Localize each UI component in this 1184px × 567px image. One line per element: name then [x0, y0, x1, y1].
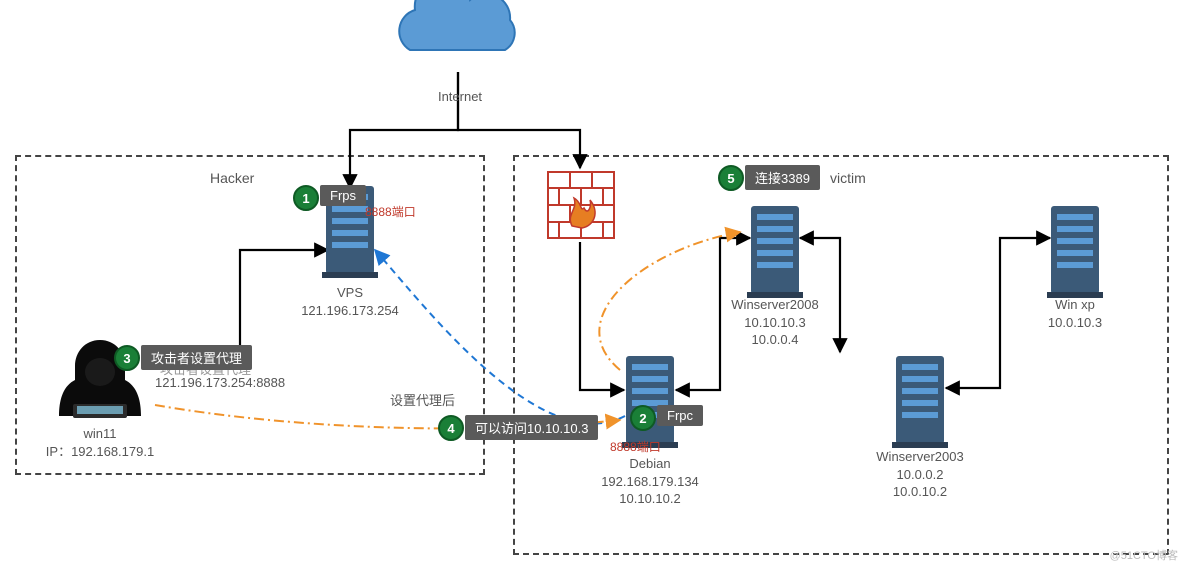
- ws2003-name: Winserver2003: [876, 449, 963, 464]
- diagram-canvas: Hacker victim: [0, 0, 1184, 567]
- step3-badge: 3: [114, 345, 140, 371]
- win11-name: win11: [83, 426, 116, 441]
- ws2003-ip1: 10.0.0.2: [897, 467, 944, 482]
- debian-ip2: 10.10.10.2: [619, 491, 680, 506]
- vps-name: VPS: [337, 285, 363, 300]
- port-debian: 8888端口: [610, 438, 661, 455]
- server-ws2008-icon: [747, 206, 803, 298]
- step4-badge: 4: [438, 415, 464, 441]
- vps-label: VPS 121.196.173.254: [270, 284, 430, 319]
- ws2008-ip1: 10.10.10.3: [744, 315, 805, 330]
- ws2008-ip2: 10.0.0.4: [752, 332, 799, 347]
- port-vps: 8888端口: [365, 203, 416, 220]
- debian-ip1: 192.168.179.134: [601, 474, 699, 489]
- step5-badge: 5: [718, 165, 744, 191]
- after-proxy-label: 设置代理后: [390, 390, 455, 409]
- vps-ip1: 121.196.173.254: [301, 303, 399, 318]
- cloud-label: Internet: [380, 88, 540, 106]
- debian-name: Debian: [629, 456, 670, 471]
- step4-text: 可以访问10.10.10.3: [465, 415, 598, 440]
- win11-label: win11 IP：192.168.179.1: [20, 425, 180, 460]
- step2-text: Frpc: [657, 405, 703, 426]
- debian-label: Debian 192.168.179.134 10.10.10.2: [570, 455, 730, 508]
- step3-text: 攻击者设置代理: [141, 345, 252, 370]
- server-winxp-icon: [1047, 206, 1103, 298]
- step1-text: Frps: [320, 185, 366, 206]
- cloud-label-text: Internet: [438, 89, 482, 104]
- step1-badge: 1: [293, 185, 319, 211]
- firewall-icon: [548, 172, 614, 238]
- server-ws2003-icon: [892, 356, 948, 448]
- server-debian-icon: [622, 356, 678, 448]
- winxp-ip1: 10.0.10.3: [1048, 315, 1102, 330]
- watermark: @51CTO博客: [1110, 547, 1178, 563]
- ws2003-ip2: 10.0.10.2: [893, 484, 947, 499]
- win11-ip1: IP：192.168.179.1: [46, 444, 154, 459]
- winxp-label: Win xp 10.0.10.3: [995, 296, 1155, 331]
- step5-text: 连接3389: [745, 165, 820, 190]
- winxp-name: Win xp: [1055, 297, 1095, 312]
- ws2003-label: Winserver2003 10.0.0.2 10.0.10.2: [840, 448, 1000, 501]
- cloud-icon: [399, 0, 514, 50]
- step2-badge: 2: [630, 405, 656, 431]
- ws2008-label: Winserver2008 10.10.10.3 10.0.0.4: [695, 296, 855, 349]
- ws2008-name: Winserver2008: [731, 297, 818, 312]
